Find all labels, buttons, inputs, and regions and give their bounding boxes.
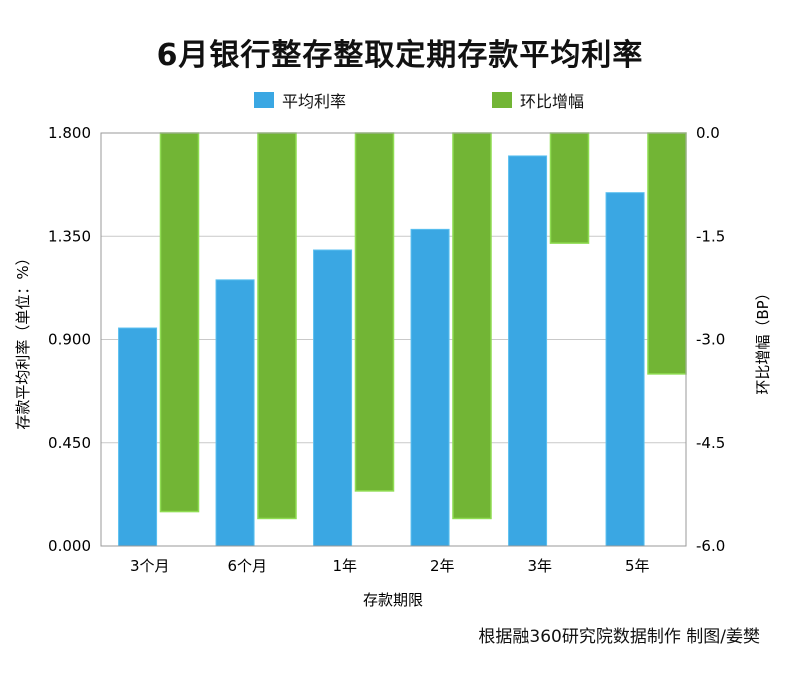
source-note: 根据融360研究院数据制作 制图/姜樊 [478, 627, 760, 647]
y-left-tick-label: 0.450 [48, 434, 91, 452]
x-axis-label: 存款期限 [363, 591, 423, 609]
bar-change[interactable] [257, 132, 297, 520]
bar-change[interactable] [647, 132, 687, 375]
x-tick-label: 3年 [527, 557, 552, 575]
legend-item-change[interactable]: 环比增幅 [492, 88, 584, 112]
x-tick-label: 3个月 [130, 557, 170, 575]
y-left-tick-label: 0.900 [48, 331, 91, 349]
bar-rate[interactable] [410, 228, 450, 547]
legend: 平均利率 环比增幅 [0, 88, 800, 112]
chart-title: 6月银行整存整取定期存款平均利率 [156, 38, 644, 73]
x-tick-label: 1年 [332, 557, 357, 575]
bar-change[interactable] [452, 132, 492, 520]
y-right-tick-label: -6.0 [696, 537, 725, 555]
legend-label-rate: 平均利率 [282, 92, 347, 111]
y-right-tick-label: -1.5 [696, 227, 725, 245]
legend-item-rate[interactable]: 平均利率 [254, 88, 346, 112]
y-left-tick-label: 1.350 [48, 227, 91, 245]
bar-change[interactable] [354, 132, 395, 492]
y-axis-left-label: 存款平均利率（单位：%） [14, 250, 32, 429]
x-tick-label: 5年 [625, 557, 650, 575]
bar-change[interactable] [159, 132, 200, 513]
y-left-tick-label: 1.800 [48, 124, 91, 142]
y-right-tick-label: 0.0 [696, 124, 720, 142]
legend-swatch-change [492, 92, 512, 108]
y-right-tick-label: -3.0 [696, 331, 725, 349]
y-axis-right-label: 环比增幅（BP） [754, 285, 772, 394]
legend-label-change: 环比增幅 [520, 92, 585, 111]
y-right-tick-label: -4.5 [696, 434, 725, 452]
bar-change[interactable] [549, 132, 590, 244]
x-tick-label: 2年 [430, 557, 455, 575]
y-left-tick-label: 0.000 [48, 537, 91, 555]
tick-labels: 0.000 0.450 0.900 1.350 1.800 -6.0 -4.5 -3.0 -1.… [48, 124, 725, 575]
bar-rate[interactable] [508, 155, 548, 547]
x-tick-label: 6个月 [227, 557, 267, 575]
bar-rate[interactable] [118, 327, 158, 547]
plot-frame [100, 132, 687, 547]
bar-rate[interactable] [215, 279, 255, 547]
legend-swatch-rate [254, 92, 274, 108]
bar-rate[interactable] [605, 192, 645, 547]
bar-rate[interactable] [313, 249, 353, 547]
